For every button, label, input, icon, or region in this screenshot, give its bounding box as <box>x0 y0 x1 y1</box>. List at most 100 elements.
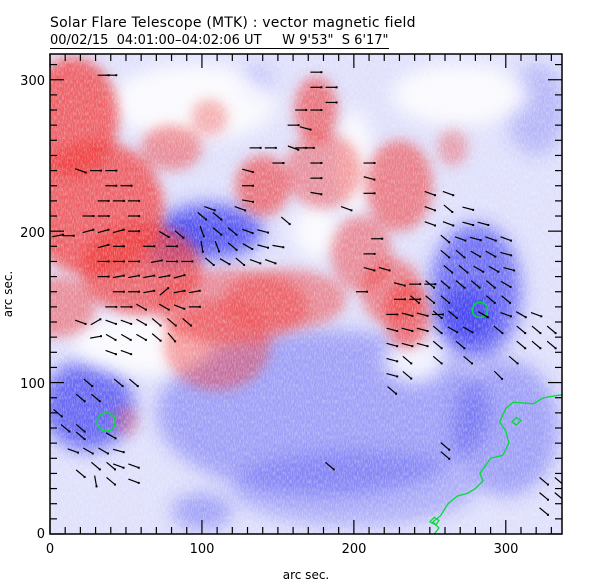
field-vector-head <box>433 209 436 212</box>
field-vector <box>75 469 85 478</box>
field-vector <box>516 340 526 349</box>
field-vector-head <box>478 286 481 289</box>
field-vector-head <box>419 298 422 301</box>
field-vector-head <box>201 250 204 253</box>
field-vector-head <box>251 232 254 235</box>
field-vector <box>443 265 453 274</box>
field-vector-head <box>410 377 413 380</box>
field-vector-head <box>426 345 429 348</box>
field-vector-head <box>540 315 543 318</box>
magnetogram-image <box>50 54 562 534</box>
field-vector-head <box>251 248 254 251</box>
field-vector-head <box>482 270 485 273</box>
field-vector-head <box>138 260 141 263</box>
field-vector <box>214 240 220 252</box>
field-vector <box>500 236 512 242</box>
field-vector-head <box>91 452 94 455</box>
field-vector-head <box>433 286 436 289</box>
field-vector-head <box>107 243 110 246</box>
field-vector <box>530 311 542 317</box>
field-vector <box>242 168 253 173</box>
field-vector <box>112 448 124 453</box>
field-vector-head <box>463 256 466 259</box>
field-vector <box>432 310 443 319</box>
field-vector-head <box>441 313 444 316</box>
green-contour-main <box>431 394 562 534</box>
field-vector <box>546 325 556 334</box>
field-vector-head <box>554 332 557 335</box>
field-vector <box>173 290 185 294</box>
field-vector <box>493 325 503 334</box>
negative-pole-marker-south <box>96 412 117 432</box>
field-vector-head <box>373 178 376 181</box>
field-vector-head <box>411 314 414 317</box>
field-vector-head <box>114 437 117 440</box>
field-vector <box>128 275 140 279</box>
field-vector-head <box>72 234 75 237</box>
field-vector <box>136 318 147 326</box>
field-vector-head <box>252 184 255 187</box>
field-vector-head <box>373 269 376 272</box>
field-vector-head <box>448 457 451 460</box>
field-vector-head <box>350 209 353 212</box>
field-vector-head <box>122 274 125 277</box>
field-vector <box>470 250 481 258</box>
field-vector <box>425 295 435 304</box>
field-vector-head <box>83 400 86 403</box>
field-vector <box>75 424 85 433</box>
field-vector <box>508 355 518 364</box>
field-vector-head <box>426 330 429 333</box>
field-vector <box>150 259 162 263</box>
field-vector-head <box>411 330 414 333</box>
field-vector-head <box>388 269 391 272</box>
field-vector-head <box>365 290 368 293</box>
field-vector-head <box>508 301 511 304</box>
field-vector <box>442 221 454 227</box>
field-vector-head <box>472 208 475 211</box>
field-vector-head <box>84 171 87 174</box>
field-vector <box>106 461 116 470</box>
y-axis-label: arc sec. <box>1 271 15 317</box>
field-vector <box>401 312 413 317</box>
field-vector <box>485 295 496 304</box>
field-vector-head <box>320 177 323 180</box>
field-vector-head <box>509 285 512 288</box>
field-vector-head <box>191 260 194 263</box>
field-vector <box>485 250 496 258</box>
y-tick-label: 0 <box>37 527 45 542</box>
field-vector <box>539 507 549 516</box>
field-vector-head <box>115 184 118 187</box>
field-vector <box>105 349 117 355</box>
field-vector <box>442 190 454 196</box>
field-vector-head <box>440 362 443 365</box>
field-vector-head <box>244 209 247 212</box>
field-vector-head <box>403 284 406 287</box>
field-vector <box>120 319 132 325</box>
field-vector-head <box>417 301 420 304</box>
field-vector <box>424 206 436 211</box>
field-vector-head <box>440 332 443 335</box>
field-vector-head <box>274 146 277 149</box>
field-vector <box>234 206 246 211</box>
field-vector <box>500 280 511 288</box>
field-vector-head <box>433 301 436 304</box>
field-vector-head <box>448 241 451 244</box>
field-vector <box>424 190 436 196</box>
field-vector-head <box>138 290 141 293</box>
field-vector-head <box>497 270 500 273</box>
field-vector <box>264 258 276 264</box>
field-vector <box>455 249 465 258</box>
field-vector <box>500 251 512 256</box>
field-vector-head <box>448 256 451 259</box>
field-vector-head <box>68 430 71 433</box>
field-vector <box>120 333 132 341</box>
field-vector <box>469 236 481 241</box>
field-vector-head <box>433 194 436 197</box>
field-vector <box>159 287 169 296</box>
field-vector-head <box>282 246 285 249</box>
field-vector-head <box>129 338 132 341</box>
field-vector <box>440 280 450 289</box>
green-contour-small-loop <box>429 516 440 526</box>
field-vector <box>167 332 176 342</box>
field-vector <box>151 318 161 327</box>
